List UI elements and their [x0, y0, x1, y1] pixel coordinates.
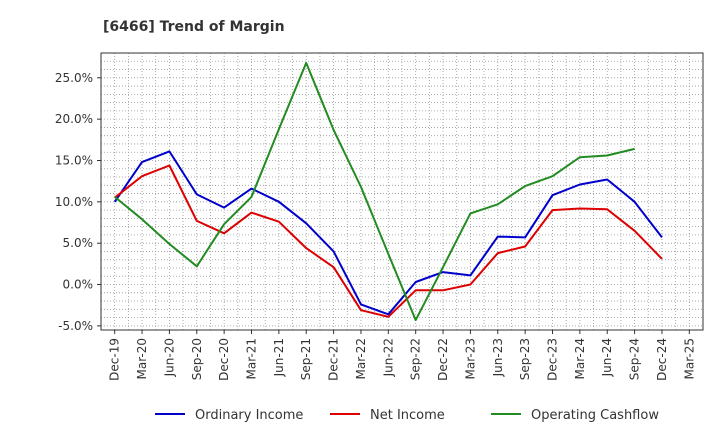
x-tick-label: Mar-23 [463, 338, 477, 379]
x-tick-label: Dec-23 [546, 338, 560, 381]
y-tick-label: 25.0% [55, 71, 93, 85]
x-tick-label: Mar-22 [354, 338, 368, 379]
legend: Ordinary Income Net Income Operating Cashf… [155, 408, 659, 423]
legend-label-3: Operating Cashflow [531, 408, 659, 423]
x-tick-label: Mar-25 [682, 338, 696, 379]
series-line-3 [114, 61, 635, 322]
y-tick-label: 15.0% [55, 153, 93, 167]
x-tick-label: Mar-21 [245, 338, 259, 379]
x-tick-label: Sep-22 [409, 338, 423, 380]
x-axis-ticks: Dec-19 Mar-20 Jun-20 Sep-20 Dec-20 Mar-21 Jun-… [108, 330, 696, 381]
x-tick-label: Dec-22 [436, 338, 450, 381]
legend-label-2: Net Income [370, 408, 445, 423]
y-tick-label: -5.0% [58, 319, 93, 333]
legend-label-1: Ordinary Income [195, 408, 303, 423]
x-tick-label: Sep-24 [628, 338, 642, 380]
y-tick-label: 20.0% [55, 112, 93, 126]
y-tick-label: 5.0% [63, 236, 94, 250]
x-tick-label: Mar-20 [135, 338, 149, 379]
y-tick-label: 10.0% [55, 195, 93, 209]
x-tick-label: Sep-20 [190, 338, 204, 380]
x-tick-label: Sep-23 [518, 338, 532, 380]
x-tick-label: Dec-24 [655, 338, 669, 381]
x-tick-label: Mar-24 [573, 338, 587, 379]
x-tick-label: Jun-20 [162, 338, 176, 377]
x-tick-label: Sep-21 [299, 338, 313, 380]
chart-title: [6466] Trend of Margin [103, 19, 285, 35]
y-axis-ticks: -5.0% 0.0% 5.0% 10.0% 15.0% 20.0% 25.0% [55, 71, 101, 333]
series-lines [113, 61, 663, 322]
x-tick-label: Jun-21 [272, 338, 286, 377]
series-line-2 [114, 164, 663, 318]
y-tick-label: 0.0% [63, 278, 94, 292]
x-tick-label: Dec-20 [217, 338, 231, 381]
x-tick-label: Jun-23 [491, 338, 505, 377]
plot-area-frame [100, 52, 704, 331]
x-tick-label: Jun-22 [381, 338, 395, 377]
x-tick-label: Dec-19 [108, 338, 122, 381]
x-tick-label: Jun-24 [600, 338, 614, 377]
x-tick-label: Dec-21 [327, 338, 341, 381]
series-line-1 [113, 150, 663, 316]
